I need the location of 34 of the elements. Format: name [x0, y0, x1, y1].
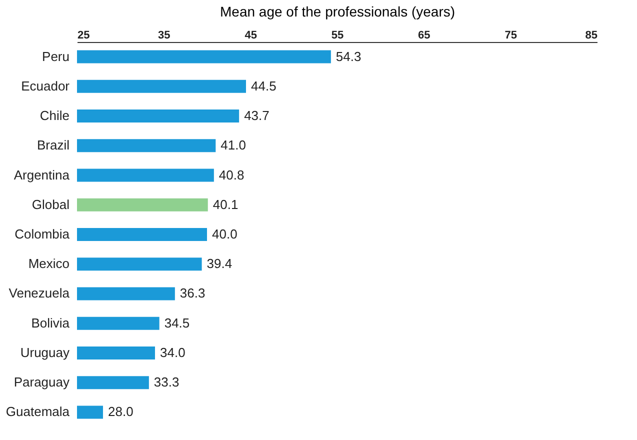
data-label: 34.5: [164, 315, 190, 330]
y-tick-label: Chile: [40, 108, 70, 124]
data-label: 28.0: [108, 404, 134, 420]
x-tick-label: 25: [78, 30, 90, 42]
data-label: 36.3: [180, 286, 206, 301]
y-tick-label: Argentina: [14, 167, 70, 182]
data-label: 54.3: [336, 48, 362, 64]
data-label: 41.0: [220, 138, 246, 153]
y-tick-label: Mexico: [28, 256, 70, 272]
data-label: 34.0: [160, 344, 186, 360]
x-tick-label: 35: [158, 30, 170, 42]
y-tick-label: Colombia: [14, 226, 70, 242]
data-label: 39.4: [206, 256, 232, 272]
y-tick-label: Brazil: [36, 138, 70, 153]
data-label: 40.8: [218, 167, 244, 182]
y-tick-label: Paraguay: [14, 374, 70, 390]
x-tick-label: 45: [244, 30, 257, 42]
data-label: 43.7: [244, 108, 270, 124]
x-tick-label: 75: [504, 30, 517, 42]
y-tick-label: Venezuela: [8, 286, 70, 301]
x-tick-label: 65: [418, 30, 430, 42]
data-label: 33.3: [154, 374, 180, 390]
data-label: 44.5: [251, 78, 276, 94]
y-tick-label: Uruguay: [20, 344, 70, 360]
data-label: 40.1: [212, 196, 238, 212]
x-tick-label: 55: [331, 30, 344, 42]
y-tick-label: Peru: [42, 48, 70, 64]
x-axis-title: Mean age of the professionals (years): [220, 4, 456, 20]
y-tick-label: Ecuador: [21, 78, 70, 94]
y-tick-label: Global: [32, 196, 70, 212]
y-tick-label: Bolivia: [31, 315, 70, 330]
data-label: 40.0: [212, 226, 238, 242]
x-tick-label: 85: [585, 30, 598, 42]
y-tick-label: Guatemala: [6, 404, 70, 420]
